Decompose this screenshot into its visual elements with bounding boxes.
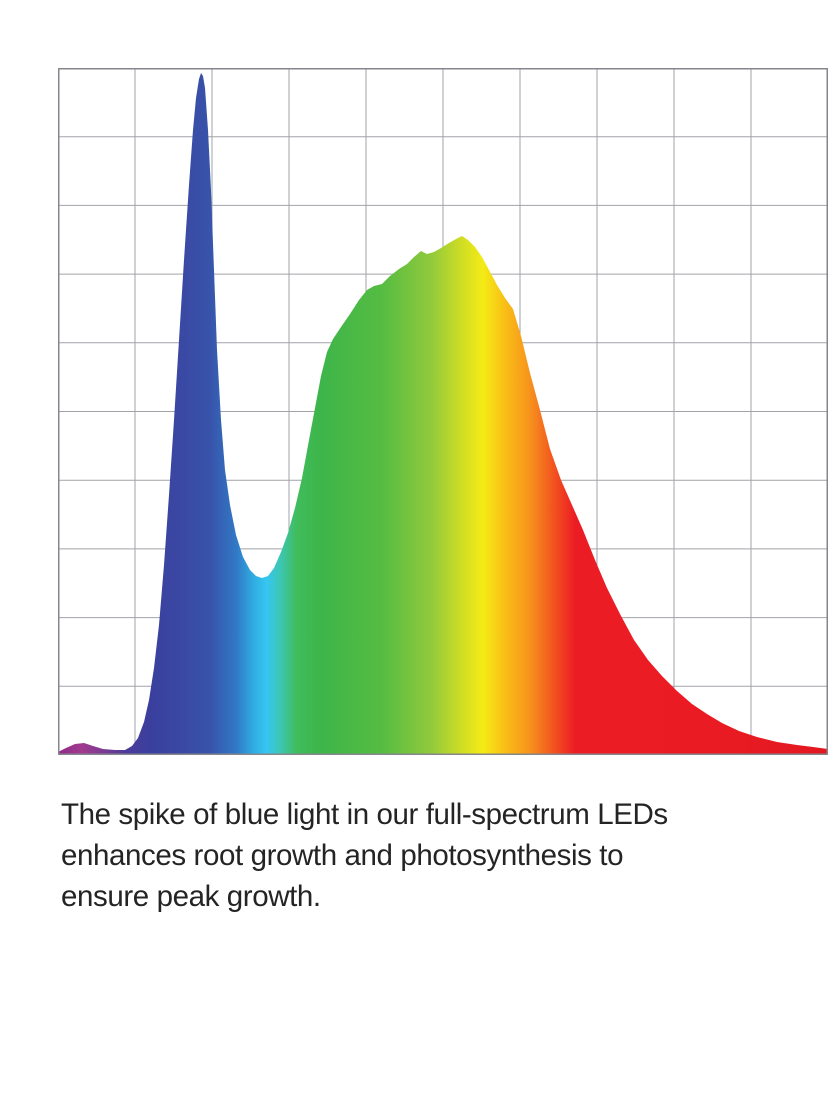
caption-line: enhances root growth and photosynthesis …	[61, 839, 624, 872]
chart-border	[58, 68, 828, 755]
spectrum-chart	[58, 68, 828, 755]
caption: The spike of blue light in our full-spec…	[61, 794, 781, 917]
caption-line: ensure peak growth.	[61, 880, 321, 913]
caption-line: The spike of blue light in our full-spec…	[61, 798, 668, 831]
spectrum-svg	[58, 68, 828, 755]
spectrum-area	[58, 73, 828, 755]
